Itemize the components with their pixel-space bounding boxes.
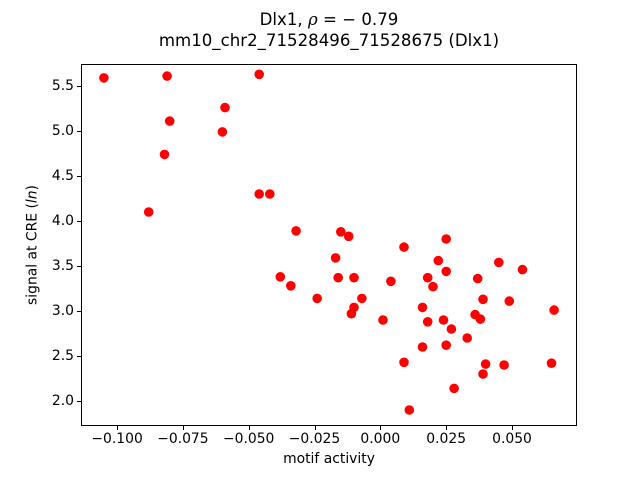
data-point	[399, 242, 409, 252]
x-tick	[182, 426, 184, 430]
y-tick-label: 3.0	[51, 303, 74, 319]
y-tick-label: 2.0	[51, 393, 74, 409]
data-point	[357, 293, 367, 304]
data-point	[254, 189, 264, 199]
x-tick-label: −0.025	[288, 431, 341, 447]
x-tick	[512, 426, 513, 430]
data-point	[422, 272, 433, 283]
data-point	[438, 315, 449, 325]
data-point	[275, 272, 286, 282]
data-point	[433, 255, 444, 266]
y-tick-label: 4.0	[51, 213, 74, 229]
data-point	[472, 273, 483, 284]
y-tick-label: 4.5	[51, 168, 74, 184]
data-point	[428, 281, 438, 292]
data-point	[417, 342, 428, 352]
data-point	[346, 308, 357, 319]
title-gene-text: Dlx1,	[259, 10, 308, 29]
y-tick	[77, 266, 81, 267]
scatter-points-layer	[99, 69, 559, 415]
data-point	[312, 293, 322, 304]
data-point	[441, 266, 452, 277]
data-point	[441, 234, 452, 244]
data-point	[504, 296, 515, 306]
y-tick	[77, 176, 81, 177]
x-tick-label: −0.050	[222, 431, 275, 447]
x-tick-label: 0.000	[360, 431, 401, 447]
x-tick-label: 0.050	[492, 431, 532, 447]
chart-title: Dlx1, ρ = − 0.79 mm10_chr2_71528496_7152…	[159, 9, 499, 51]
y-tick	[77, 356, 81, 357]
chart-title-line1: Dlx1, ρ = − 0.79	[159, 9, 499, 30]
data-point	[265, 189, 275, 199]
x-tick	[117, 426, 119, 430]
data-point	[343, 231, 354, 242]
y-tick	[77, 131, 81, 132]
data-point	[478, 294, 488, 305]
y-tick	[77, 221, 81, 222]
data-point	[446, 324, 457, 334]
y-tick-label: 3.5	[51, 258, 74, 274]
data-point	[217, 127, 228, 137]
plot-area	[81, 64, 577, 426]
data-point	[399, 357, 409, 368]
data-point	[330, 253, 341, 263]
data-point	[494, 257, 504, 268]
y-tick	[77, 401, 81, 402]
data-point	[254, 69, 264, 80]
data-point	[475, 314, 486, 324]
x-tick	[380, 426, 382, 430]
data-point	[333, 272, 343, 283]
data-point	[378, 315, 388, 325]
x-tick	[314, 426, 316, 430]
data-point	[336, 227, 346, 237]
y-axis-label-ln: ln	[24, 190, 41, 204]
data-point	[386, 276, 396, 287]
x-tick-label: 0.025	[426, 431, 467, 447]
x-tick-label: −0.075	[157, 431, 209, 447]
data-point	[164, 116, 175, 126]
y-tick-label: 5.0	[51, 123, 74, 139]
x-tick	[446, 426, 448, 430]
data-point	[422, 317, 433, 327]
data-point	[99, 73, 109, 83]
data-point	[546, 358, 557, 369]
data-point	[349, 272, 359, 283]
data-point	[441, 340, 452, 351]
data-point	[549, 305, 559, 315]
x-axis-label: motif activity	[283, 451, 375, 467]
title-rho-symbol: ρ	[307, 10, 318, 29]
y-tick	[77, 311, 81, 312]
data-point	[143, 207, 154, 217]
data-point	[499, 360, 509, 370]
data-point	[462, 333, 473, 343]
y-tick	[77, 86, 81, 87]
data-point	[449, 383, 459, 394]
data-point	[480, 359, 491, 369]
data-point	[291, 226, 301, 236]
x-tick	[248, 426, 250, 430]
title-correlation-value: = − 0.79	[317, 10, 399, 29]
data-point	[159, 149, 170, 160]
y-tick-label: 2.5	[51, 348, 74, 364]
data-point	[162, 71, 172, 81]
data-point	[220, 102, 230, 113]
data-point	[417, 302, 428, 313]
x-tick-label: −0.100	[91, 431, 143, 447]
data-point	[286, 281, 296, 291]
data-point	[404, 405, 415, 415]
data-point	[517, 264, 528, 275]
y-tick-label: 5.5	[51, 78, 74, 94]
y-axis-label: signal at CRE (ln)	[24, 185, 41, 305]
chart-subtitle: mm10_chr2_71528496_71528675 (Dlx1)	[158, 31, 500, 50]
data-point	[478, 369, 488, 379]
